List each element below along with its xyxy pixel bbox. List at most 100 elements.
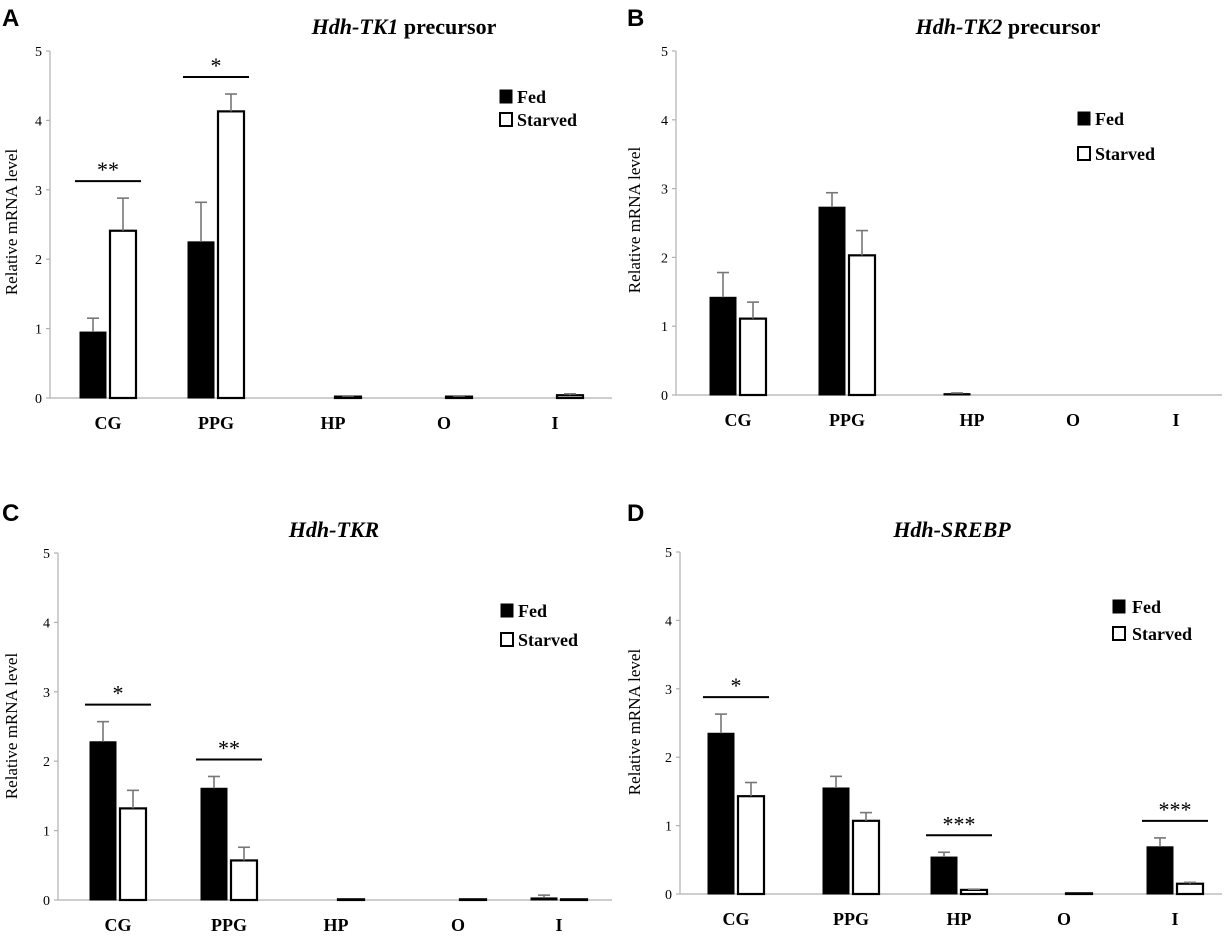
y-tick-label: 5 [35, 45, 42, 60]
y-tick-label: 0 [35, 392, 42, 407]
y-tick-label: 5 [661, 45, 668, 60]
y-tick-label: 1 [665, 820, 672, 835]
significance-label: *** [1159, 797, 1192, 822]
bar-fed-hp [930, 856, 958, 895]
panel-letter: A [2, 5, 19, 32]
x-tick-label: PPG [198, 413, 234, 433]
y-axis-label: Relative mRNA level [2, 149, 21, 296]
x-tick-label: I [551, 413, 558, 433]
y-tick-label: 2 [661, 251, 668, 266]
chart-title: Hdh-TK1 precursor [311, 14, 497, 39]
legend-swatch-fed [1112, 599, 1126, 614]
legend-swatch-starved [499, 112, 513, 127]
legend-label-starved: Starved [517, 110, 577, 130]
bar-fed-i [1146, 846, 1174, 895]
bar-fed-ppg [818, 206, 846, 396]
x-tick-label: O [451, 915, 465, 933]
y-tick-label: 0 [665, 888, 672, 903]
bar-fed-cg [79, 331, 107, 399]
x-tick-label: HP [324, 915, 349, 933]
x-tick-label: HP [321, 413, 346, 433]
bar-starved-o [1064, 892, 1094, 896]
y-axis-label: Relative mRNA level [625, 649, 644, 796]
bar-starved-ppg [229, 859, 259, 902]
legend-swatch-starved [1112, 626, 1126, 641]
bar-starved-i [1175, 882, 1205, 896]
legend-label-starved: Starved [1132, 624, 1192, 644]
y-tick-label: 1 [661, 320, 668, 335]
panel-B: B Hdh-TK2 precursor 0 1 2 3 4 5 Relative mRNA le… [625, 5, 1222, 430]
chart-title: Hdh-TKR [288, 517, 379, 542]
x-tick-label: O [1057, 909, 1071, 929]
x-tick-label: CG [725, 410, 752, 430]
y-tick-label: 4 [665, 614, 672, 629]
x-tick-label: CG [723, 909, 750, 929]
x-tick-label: PPG [833, 909, 869, 929]
x-tick-label: HP [947, 909, 972, 929]
bar-fed-cg [709, 296, 737, 396]
bar-fed-ppg [822, 787, 850, 895]
legend-label-starved: Starved [1095, 144, 1155, 164]
y-tick-label: 3 [35, 184, 42, 199]
bar-starved-ppg [851, 819, 881, 896]
y-tick-label: 4 [43, 616, 50, 631]
panel-letter: C [2, 500, 19, 527]
legend-swatch-fed [1077, 111, 1091, 126]
y-tick-label: 3 [43, 686, 50, 701]
x-tick-label: CG [105, 915, 132, 933]
bar-starved-o [458, 898, 488, 902]
bar-starved-i [559, 898, 589, 902]
bar-starved-cg [118, 807, 148, 902]
y-axis-label: Relative mRNA level [625, 147, 644, 294]
y-tick-label: 4 [35, 114, 42, 129]
legend-label-fed: Fed [517, 87, 546, 107]
significance-label: ** [218, 735, 240, 760]
y-tick-label: 5 [665, 546, 672, 561]
chart-title-italic: Hdh-TK2 [915, 14, 1003, 39]
significance-label: ** [97, 157, 119, 182]
y-tick-label: 0 [661, 389, 668, 404]
bar-starved-o [444, 395, 474, 400]
bar-fed-cg [89, 741, 117, 901]
bar-fed-ppg [187, 241, 215, 399]
chart-title-italic: Hdh-TKR [288, 517, 379, 542]
panel-C: C Hdh-TKR 0 1 2 3 4 5 Relative mRNA level CG PPG HP… [2, 500, 612, 935]
legend-swatch-starved [500, 632, 514, 647]
bar-starved-cg [738, 317, 768, 397]
bar-fed-ppg [200, 787, 228, 901]
chart-title: Hdh-TK2 precursor [915, 14, 1101, 39]
y-tick-label: 3 [665, 683, 672, 698]
legend-swatch-fed [499, 89, 513, 104]
x-tick-label: I [1172, 410, 1179, 430]
bar-starved-cg [108, 229, 138, 400]
y-tick-label: 4 [661, 114, 668, 129]
panel-D: D Hdh-SREBP 0 1 2 3 4 5 Relative mRNA level CG PPG… [625, 500, 1222, 929]
chart-title-italic: Hdh-TK1 [311, 14, 399, 39]
bar-fed-hp [943, 393, 971, 396]
y-tick-label: 2 [43, 755, 50, 770]
legend-label-fed: Fed [1132, 597, 1161, 617]
legend-label-fed: Fed [1095, 109, 1124, 129]
bar-starved-i [555, 394, 585, 400]
bar-fed-i [530, 897, 558, 901]
legend-swatch-fed [500, 603, 514, 618]
significance-label: * [211, 53, 222, 78]
legend-swatch-starved [1077, 146, 1091, 161]
y-tick-label: 1 [43, 825, 50, 840]
bar-starved-ppg [216, 110, 246, 400]
chart-title-italic: Hdh-SREBP [892, 517, 1011, 542]
y-tick-label: 2 [35, 253, 42, 268]
bar-starved-hp [959, 888, 989, 896]
x-tick-label: PPG [211, 915, 247, 933]
bar-starved-cg [736, 795, 766, 896]
x-tick-label: HP [960, 410, 985, 430]
legend-label-starved: Starved [518, 630, 578, 650]
panel-letter: D [627, 500, 644, 527]
y-tick-label: 1 [35, 323, 42, 338]
x-tick-label: CG [95, 413, 122, 433]
bar-starved-hp [333, 395, 363, 400]
panel-letter: B [627, 5, 644, 32]
y-tick-label: 2 [665, 751, 672, 766]
y-tick-label: 5 [43, 547, 50, 562]
